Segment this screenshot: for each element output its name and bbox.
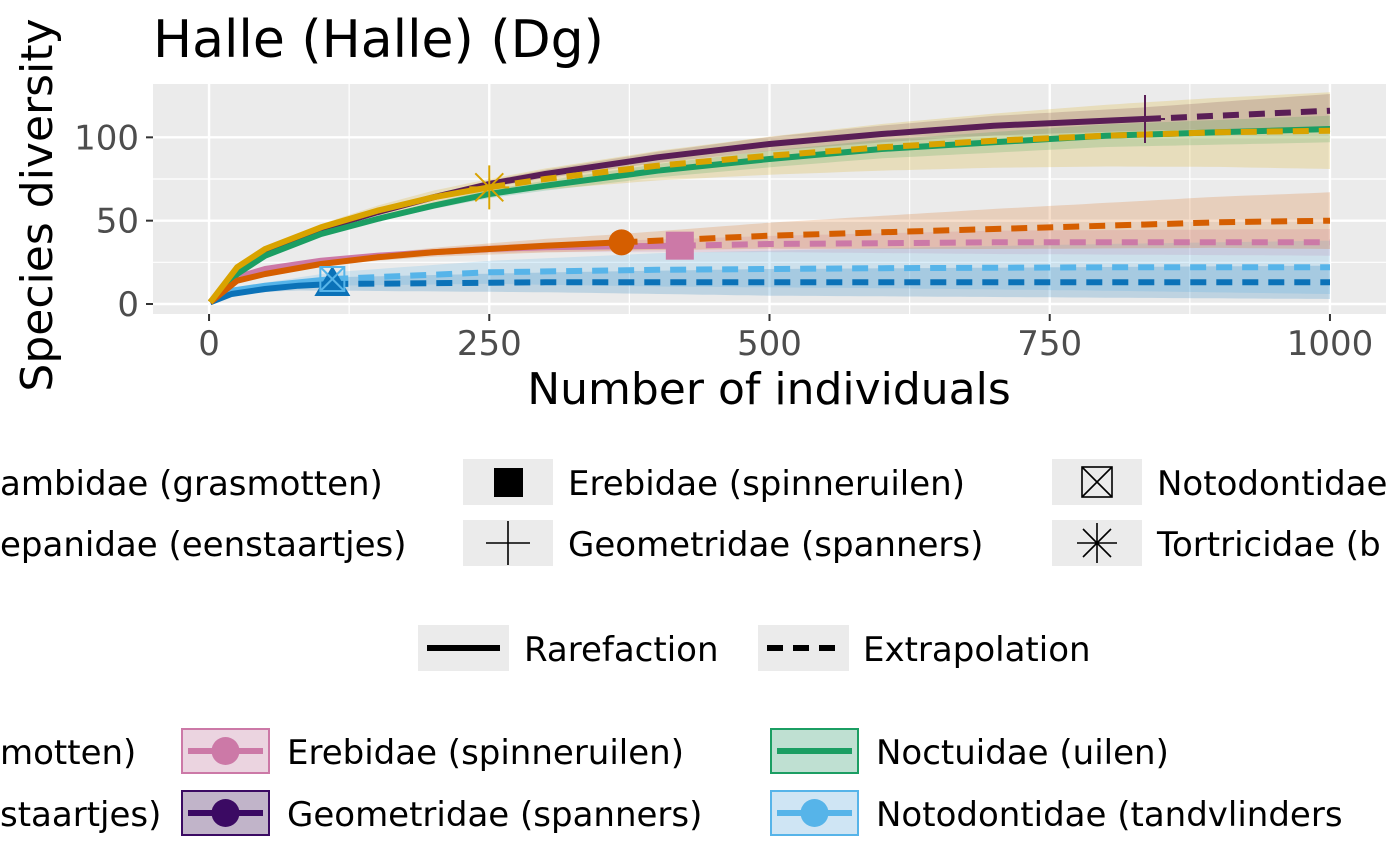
square-filled-icon <box>494 468 523 497</box>
observed-point-square-cross <box>319 266 346 292</box>
grid <box>153 84 1386 314</box>
y-axis-title: Species diversity <box>12 18 63 391</box>
y-tick-label: 100 <box>74 118 139 158</box>
legend-color-item: motten) <box>0 733 136 773</box>
notodontidae-key-icon <box>770 790 859 836</box>
observed-point-square-cross-lines <box>319 266 346 292</box>
x-tick-label: 500 <box>737 324 802 364</box>
legend-shapes-item: Erebidae (spinneruilen) <box>568 464 965 504</box>
noctuidae-key-icon <box>770 728 859 774</box>
extrapolation-line <box>332 264 1330 282</box>
observed-point-square <box>665 231 694 260</box>
extrapolation-line <box>332 279 1330 287</box>
legend-extrapolation: Extrapolation <box>863 630 1091 670</box>
legend-shapes-item: epanidae (eenstaartjes) <box>0 525 407 565</box>
y-tick-labels: 0 50 100 <box>74 118 153 325</box>
observed-markers <box>314 95 1165 296</box>
x-tick-label: 250 <box>457 324 522 364</box>
ci-ribbon <box>210 92 1331 303</box>
ci-ribbon <box>210 240 1331 303</box>
legend-color-item: staartjes) <box>0 795 161 835</box>
x-axis-title: Number of individuals <box>527 364 1011 415</box>
legend-color-item: Geometridae (spanners) <box>287 795 702 835</box>
x-tick-labels: 0 250 500 750 1000 <box>198 314 1373 364</box>
extrapolation-line <box>488 127 1331 191</box>
legend-shapes-item: ambidae (grasmotten) <box>0 464 383 504</box>
observed-point-circle <box>608 229 635 256</box>
y-tick-label: 0 <box>117 285 139 325</box>
rarefaction-line <box>207 184 490 305</box>
x-tick-label: 0 <box>198 324 220 364</box>
legend-color-item: Erebidae (spinneruilen) <box>287 733 684 773</box>
legend-linetype: Rarefaction Extrapolation <box>418 625 1091 671</box>
erebidae-key-icon <box>181 728 270 774</box>
y-tick-label: 50 <box>96 202 139 242</box>
legend-shapes-item: Tortricidae (b <box>1156 525 1381 565</box>
extrapolation-line <box>679 239 1330 249</box>
geometridae-key-icon <box>181 790 270 836</box>
observed-point-asterisk <box>469 165 510 210</box>
ci-ribbon <box>210 192 1331 303</box>
legend-colors: motten) staartjes) Erebidae (spinneruile… <box>0 728 1343 836</box>
legend-rarefaction: Rarefaction <box>524 630 719 670</box>
observed-point-plus <box>1125 95 1165 143</box>
legend-color-item: Notodontidae (tandvlinders <box>876 795 1343 835</box>
plus-icon <box>486 521 530 565</box>
legend-shapes: ambidae (grasmotten) epanidae (eenstaart… <box>0 459 1387 566</box>
asterisk-icon <box>1077 523 1117 563</box>
square-cross-icon <box>1081 466 1113 498</box>
x-tick-label: 750 <box>1017 324 1082 364</box>
chart-title: Halle (Halle) (Dg) <box>153 10 604 70</box>
extrapolation-line <box>621 217 1331 246</box>
x-tick-label: 1000 <box>1287 324 1374 364</box>
rarefaction-line <box>208 239 622 305</box>
rarefaction-line <box>209 281 333 306</box>
legend-color-item: Noctuidae (uilen) <box>876 733 1169 773</box>
legend-shapes-item: Geometridae (spanners) <box>568 525 983 565</box>
legend-shapes-item: Notodontidae <box>1157 464 1387 504</box>
